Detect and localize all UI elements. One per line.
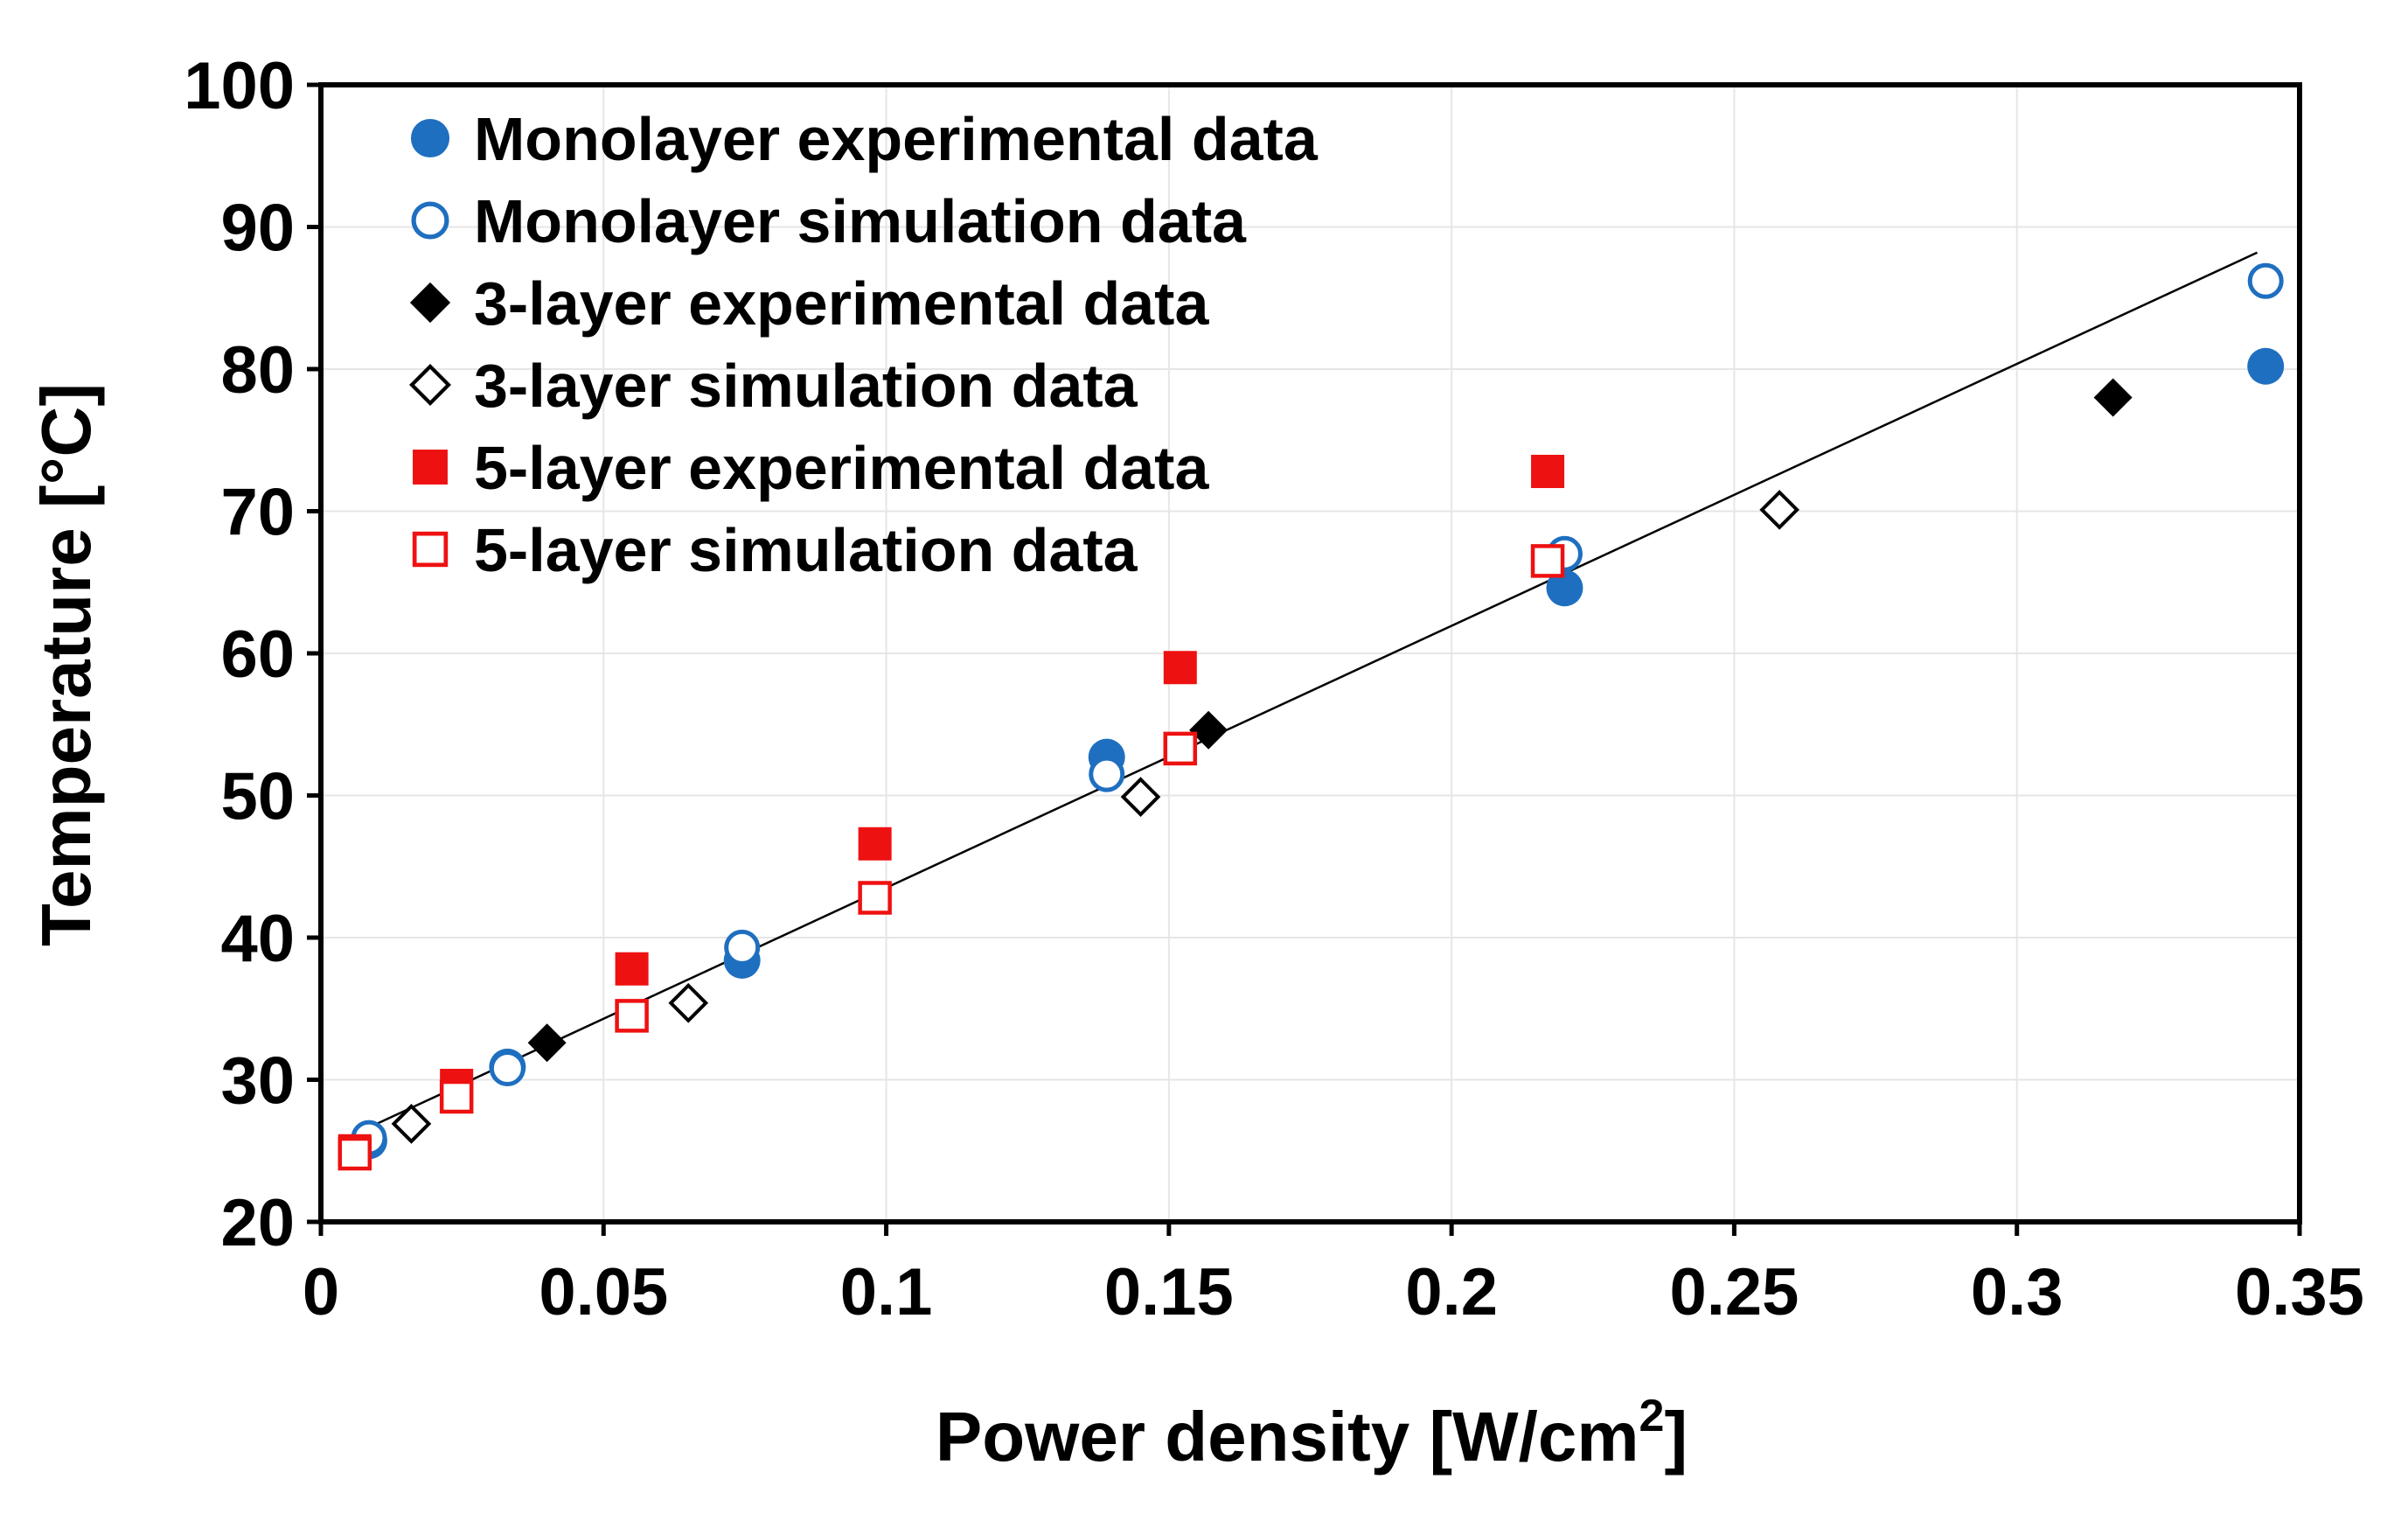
x-axis-title-superscript: 2 [1639, 1391, 1665, 1441]
legend-marker-square-filled [413, 450, 448, 485]
data-point-square-open [1530, 544, 1565, 578]
data-point-square-open [338, 1136, 372, 1171]
y-tick-labels: 20 30 40 50 60 70 80 90 100 [184, 49, 295, 1260]
legend-marker-square-open [412, 531, 449, 568]
x-axis-title-end: ] [1664, 1398, 1688, 1476]
data-point-circle-filled [2247, 347, 2285, 385]
data-point-diamond-open [1759, 490, 1799, 530]
series-diamond-filled [527, 378, 2133, 1063]
legend-label: 3-layer experimental data [474, 269, 1209, 338]
y-tick-label: 90 [220, 192, 295, 266]
y-tick-label: 80 [220, 333, 295, 408]
x-tick-label: 0.2 [1405, 1255, 1498, 1329]
trendline-line [348, 251, 2258, 1138]
y-tick-label: 100 [184, 49, 295, 123]
y-axis-title: Temperature [°C] [27, 383, 105, 946]
legend-marker-diamond-open [409, 364, 451, 406]
data-point-square-open [858, 881, 892, 915]
data-point-diamond-open [391, 1104, 432, 1144]
y-tick-label: 70 [220, 476, 295, 550]
x-tick-label: 0.35 [2235, 1255, 2364, 1329]
x-tick-label: 0.05 [539, 1255, 668, 1329]
legend-marker-circle-open [411, 201, 449, 240]
plot-frame [318, 82, 2302, 1224]
legend-marker-diamond-filled [409, 282, 451, 324]
data-point-square-filled [615, 952, 649, 986]
x-axis-title: Power density [W/cm2] [936, 1391, 1688, 1476]
data-points [338, 262, 2285, 1171]
legend-label: 5-layer experimental data [474, 434, 1209, 502]
data-point-diamond-open [668, 982, 709, 1023]
data-point-circle-open [489, 1050, 525, 1086]
data-point-square-open [439, 1079, 474, 1114]
series-square-open [338, 544, 1565, 1171]
data-point-square-filled [1531, 455, 1565, 488]
data-point-diamond-open [1120, 777, 1161, 817]
data-point-diamond-filled [527, 1023, 567, 1063]
data-point-circle-filled [1546, 569, 1583, 607]
x-tick-label: 0.1 [840, 1255, 933, 1329]
data-point-square-filled [858, 827, 892, 861]
y-tick-label: 40 [220, 902, 295, 976]
data-point-circle-open [2247, 262, 2284, 299]
x-tick-labels: 0 0.05 0.1 0.15 0.2 0.25 0.3 0.35 [303, 1255, 2364, 1329]
legend-marker-circle-filled [410, 118, 450, 158]
y-tick-label: 30 [220, 1044, 295, 1119]
y-tick-label: 20 [220, 1186, 295, 1260]
grid-lines [307, 82, 2302, 1236]
x-tick-label: 0.25 [1669, 1255, 1799, 1329]
trendline [348, 251, 2258, 1138]
y-tick-label: 60 [220, 617, 295, 692]
legend-label: 5-layer simulation data [474, 516, 1138, 584]
x-tick-label: 0.3 [1971, 1255, 2064, 1329]
legend-label: Monolayer simulation data [474, 187, 1247, 255]
x-tick-label: 0 [303, 1255, 339, 1329]
data-point-diamond-filled [1189, 710, 1228, 750]
data-point-circle-open [1089, 756, 1125, 792]
data-point-diamond-filled [2093, 378, 2133, 417]
legend: Monolayer experimental data Monolayer sim… [409, 105, 1319, 584]
series-diamond-open [391, 490, 1799, 1144]
data-point-square-filled [1163, 651, 1197, 685]
legend-label: Monolayer experimental data [474, 105, 1319, 173]
x-tick-label: 0.15 [1104, 1255, 1234, 1329]
legend-label: 3-layer simulation data [474, 352, 1138, 420]
data-point-square-open [615, 999, 649, 1033]
data-point-circle-open [724, 929, 761, 966]
y-tick-label: 50 [220, 760, 295, 834]
data-point-square-open [1163, 731, 1198, 766]
